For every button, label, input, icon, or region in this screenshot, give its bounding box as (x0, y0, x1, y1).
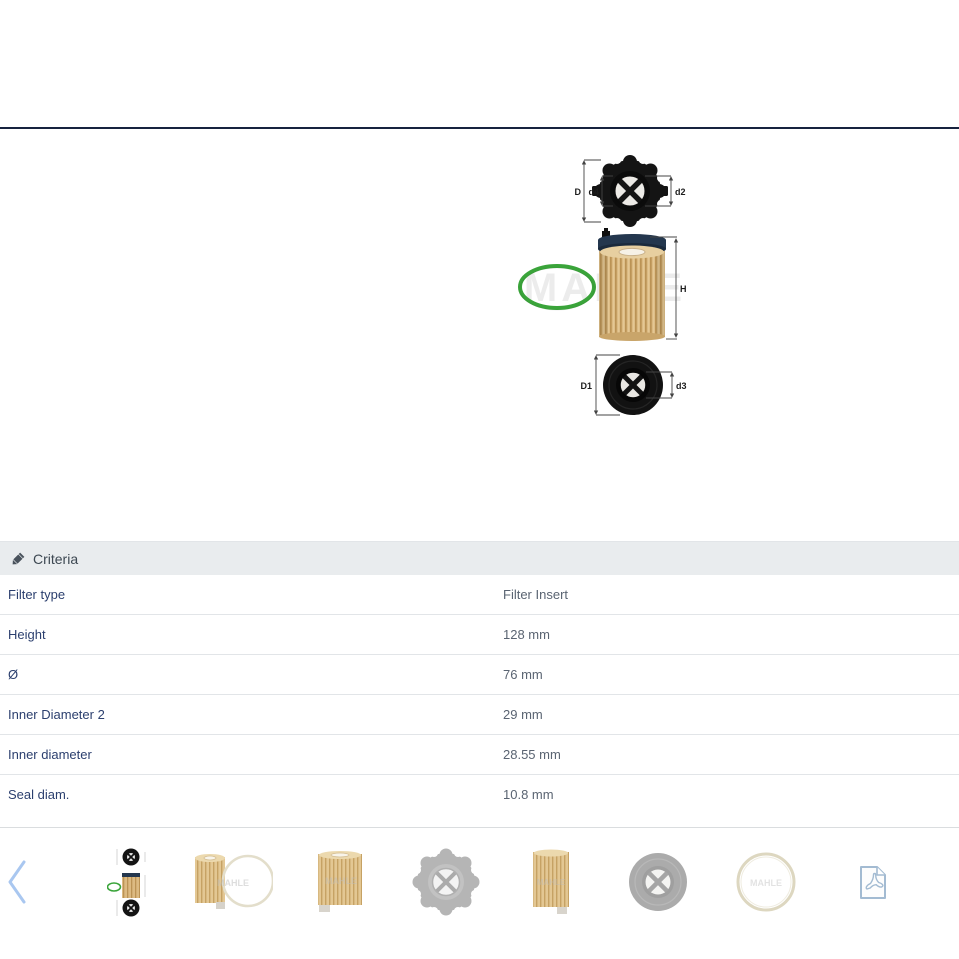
criteria-label: Inner Diameter 2 (8, 707, 105, 722)
criteria-label: Inner diameter (8, 747, 92, 762)
criteria-row: Ø 76 mm (0, 655, 959, 695)
criteria-label: Seal diam. (8, 787, 70, 802)
dimension-lines-bottom (593, 354, 675, 416)
dim-label-D1: D1 (580, 381, 592, 391)
chevron-left-icon (8, 860, 26, 904)
dim-label-d4: d4 (588, 187, 599, 197)
criteria-title: Criteria (33, 550, 79, 567)
thumbnail-pdf-document[interactable] (858, 866, 888, 903)
thumbnail-filter-insert[interactable]: MAHLE (317, 850, 365, 917)
filter-insert-with-seal-icon: MAHLE (195, 854, 275, 909)
criteria-row: Height 128 mm (0, 615, 959, 655)
thumbnail-technical-drawing[interactable] (106, 846, 153, 921)
dim-label-H: H (680, 284, 687, 294)
watermark-text: MAHLE (325, 876, 357, 886)
seal-ring (518, 264, 596, 310)
oil-filter-technical-drawing-icon: MAHLE (518, 155, 687, 416)
dim-label-d2: d2 (675, 187, 686, 197)
thumbnail-end-cap-top-view[interactable] (412, 847, 480, 920)
seal-ring-icon: MAHLE (736, 852, 796, 912)
criteria-label: Ø (8, 667, 19, 682)
criteria-section: Criteria Filter type Filter Insert Heigh… (0, 541, 959, 815)
thumbnail-seal-ring[interactable]: MAHLE (735, 851, 797, 916)
watermark-text: MAHLE (537, 878, 566, 887)
criteria-value: 76 mm (503, 667, 543, 682)
section-end-divider (0, 827, 959, 828)
watermark-text: MAHLE (750, 878, 782, 888)
thumbnail-strip: MAHLE MAHLE (0, 420, 959, 917)
thumbnail-end-cap-bottom-view[interactable] (627, 851, 689, 916)
pencil-icon (12, 552, 25, 564)
criteria-row: Inner Diameter 2 29 mm (0, 695, 959, 735)
criteria-header: Criteria (0, 541, 959, 575)
criteria-row: Seal diam. 10.8 mm (0, 775, 959, 815)
end-cap-top-view-icon (412, 848, 480, 916)
dimension-lines-height (650, 236, 679, 340)
gallery-prev-button[interactable] (4, 854, 34, 910)
filter-insert-side-icon: MAHLE (533, 849, 569, 914)
filter-cartridge-side-view: H (518, 228, 687, 341)
cap-top-view: D d4 d2 (575, 155, 686, 227)
criteria-row: Inner diameter 28.55 mm (0, 735, 959, 775)
criteria-value: 128 mm (503, 627, 550, 642)
dim-label-D: D (575, 187, 582, 197)
criteria-value: Filter Insert (503, 587, 569, 602)
end-cap-bottom-view-icon (629, 853, 687, 911)
criteria-value: 28.55 mm (503, 747, 561, 762)
criteria-row: Filter type Filter Insert (0, 575, 959, 615)
filter-insert-icon: MAHLE (318, 851, 362, 912)
criteria-value: 10.8 mm (503, 787, 554, 802)
technical-drawing-icon (106, 848, 146, 917)
top-divider (0, 127, 959, 129)
thumbnail-filter-insert-side[interactable]: MAHLE (532, 849, 572, 920)
dimension-lines-top (581, 159, 674, 223)
dim-label-d3: d3 (676, 381, 687, 391)
product-image[interactable]: MAHLE (495, 145, 695, 420)
thumbnail-filter-insert-with-seal[interactable]: MAHLE (193, 850, 275, 919)
pdf-file-icon (860, 866, 886, 899)
cap-bottom-view: D1 d3 (580, 354, 687, 416)
watermark-text: MAHLE (217, 878, 249, 888)
criteria-value: 29 mm (503, 707, 543, 722)
criteria-label: Filter type (8, 587, 66, 602)
criteria-label: Height (8, 627, 46, 642)
